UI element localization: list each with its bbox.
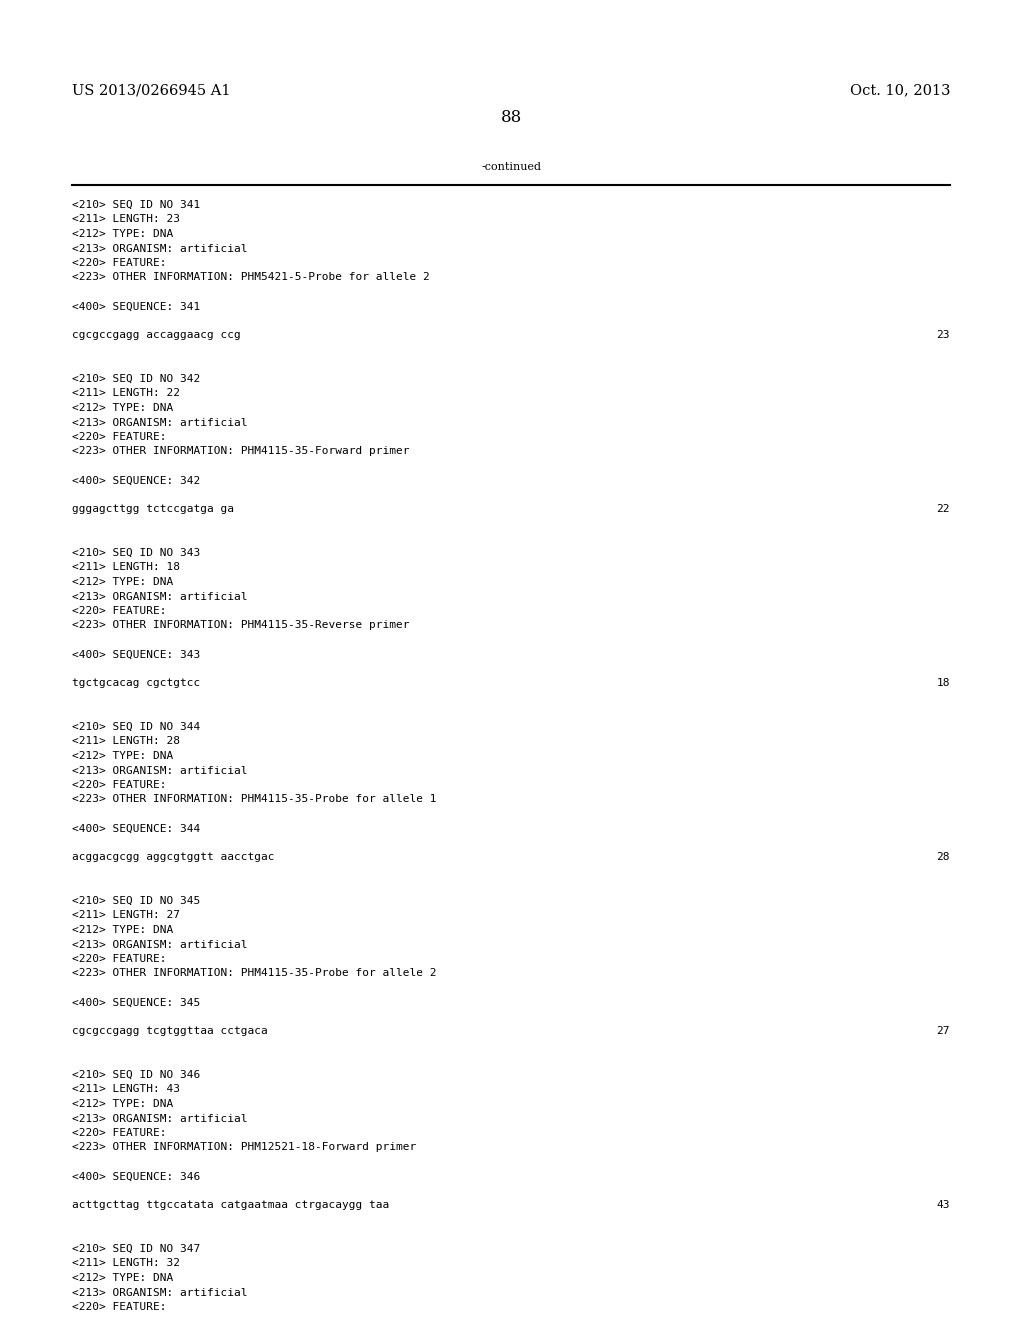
Text: <210> SEQ ID NO 345: <210> SEQ ID NO 345: [72, 896, 201, 906]
Text: <212> TYPE: DNA: <212> TYPE: DNA: [72, 751, 173, 762]
Text: <212> TYPE: DNA: <212> TYPE: DNA: [72, 1100, 173, 1109]
Text: tgctgcacag cgctgtcc: tgctgcacag cgctgtcc: [72, 678, 201, 689]
Text: <211> LENGTH: 28: <211> LENGTH: 28: [72, 737, 180, 747]
Text: <223> OTHER INFORMATION: PHM4115-35-Probe for allele 2: <223> OTHER INFORMATION: PHM4115-35-Prob…: [72, 969, 436, 978]
Text: <220> FEATURE:: <220> FEATURE:: [72, 432, 167, 442]
Text: acggacgcgg aggcgtggtt aacctgac: acggacgcgg aggcgtggtt aacctgac: [72, 853, 274, 862]
Text: 23: 23: [937, 330, 950, 341]
Text: 22: 22: [937, 504, 950, 515]
Text: <400> SEQUENCE: 341: <400> SEQUENCE: 341: [72, 301, 201, 312]
Text: <220> FEATURE:: <220> FEATURE:: [72, 1302, 167, 1312]
Text: <211> LENGTH: 22: <211> LENGTH: 22: [72, 388, 180, 399]
Text: <223> OTHER INFORMATION: PHM12521-18-Forward primer: <223> OTHER INFORMATION: PHM12521-18-For…: [72, 1143, 416, 1152]
Text: <400> SEQUENCE: 342: <400> SEQUENCE: 342: [72, 475, 201, 486]
Text: <213> ORGANISM: artificial: <213> ORGANISM: artificial: [72, 1287, 248, 1298]
Text: <223> OTHER INFORMATION: PHM4115-35-Forward primer: <223> OTHER INFORMATION: PHM4115-35-Forw…: [72, 446, 410, 457]
Text: -continued: -continued: [482, 162, 542, 172]
Text: <223> OTHER INFORMATION: PHM4115-35-Reverse primer: <223> OTHER INFORMATION: PHM4115-35-Reve…: [72, 620, 410, 631]
Text: <213> ORGANISM: artificial: <213> ORGANISM: artificial: [72, 591, 248, 602]
Text: 43: 43: [937, 1200, 950, 1210]
Text: Oct. 10, 2013: Oct. 10, 2013: [850, 83, 950, 96]
Text: <211> LENGTH: 27: <211> LENGTH: 27: [72, 911, 180, 920]
Text: cgcgccgagg tcgtggttaa cctgaca: cgcgccgagg tcgtggttaa cctgaca: [72, 1027, 267, 1036]
Text: cgcgccgagg accaggaacg ccg: cgcgccgagg accaggaacg ccg: [72, 330, 241, 341]
Text: <212> TYPE: DNA: <212> TYPE: DNA: [72, 925, 173, 935]
Text: <223> OTHER INFORMATION: PHM5421-5-Probe for allele 2: <223> OTHER INFORMATION: PHM5421-5-Probe…: [72, 272, 430, 282]
Text: <210> SEQ ID NO 343: <210> SEQ ID NO 343: [72, 548, 201, 558]
Text: <213> ORGANISM: artificial: <213> ORGANISM: artificial: [72, 766, 248, 776]
Text: <400> SEQUENCE: 345: <400> SEQUENCE: 345: [72, 998, 201, 1007]
Text: acttgcttag ttgccatata catgaatmaa ctrgacaygg taa: acttgcttag ttgccatata catgaatmaa ctrgaca…: [72, 1200, 389, 1210]
Text: <211> LENGTH: 43: <211> LENGTH: 43: [72, 1085, 180, 1094]
Text: 28: 28: [937, 853, 950, 862]
Text: <400> SEQUENCE: 343: <400> SEQUENCE: 343: [72, 649, 201, 660]
Text: <210> SEQ ID NO 347: <210> SEQ ID NO 347: [72, 1243, 201, 1254]
Text: <220> FEATURE:: <220> FEATURE:: [72, 606, 167, 616]
Text: <210> SEQ ID NO 344: <210> SEQ ID NO 344: [72, 722, 201, 733]
Text: <400> SEQUENCE: 346: <400> SEQUENCE: 346: [72, 1172, 201, 1181]
Text: US 2013/0266945 A1: US 2013/0266945 A1: [72, 83, 230, 96]
Text: 18: 18: [937, 678, 950, 689]
Text: <220> FEATURE:: <220> FEATURE:: [72, 1129, 167, 1138]
Text: <220> FEATURE:: <220> FEATURE:: [72, 954, 167, 964]
Text: <213> ORGANISM: artificial: <213> ORGANISM: artificial: [72, 417, 248, 428]
Text: <212> TYPE: DNA: <212> TYPE: DNA: [72, 577, 173, 587]
Text: <223> OTHER INFORMATION: PHM4115-35-Probe for allele 1: <223> OTHER INFORMATION: PHM4115-35-Prob…: [72, 795, 436, 804]
Text: 88: 88: [502, 110, 522, 127]
Text: 27: 27: [937, 1027, 950, 1036]
Text: <210> SEQ ID NO 341: <210> SEQ ID NO 341: [72, 201, 201, 210]
Text: <211> LENGTH: 18: <211> LENGTH: 18: [72, 562, 180, 573]
Text: <212> TYPE: DNA: <212> TYPE: DNA: [72, 228, 173, 239]
Text: <211> LENGTH: 23: <211> LENGTH: 23: [72, 214, 180, 224]
Text: gggagcttgg tctccgatga ga: gggagcttgg tctccgatga ga: [72, 504, 234, 515]
Text: <220> FEATURE:: <220> FEATURE:: [72, 257, 167, 268]
Text: <213> ORGANISM: artificial: <213> ORGANISM: artificial: [72, 243, 248, 253]
Text: <210> SEQ ID NO 342: <210> SEQ ID NO 342: [72, 374, 201, 384]
Text: <213> ORGANISM: artificial: <213> ORGANISM: artificial: [72, 940, 248, 949]
Text: <210> SEQ ID NO 346: <210> SEQ ID NO 346: [72, 1071, 201, 1080]
Text: <212> TYPE: DNA: <212> TYPE: DNA: [72, 1272, 173, 1283]
Text: <213> ORGANISM: artificial: <213> ORGANISM: artificial: [72, 1114, 248, 1123]
Text: <400> SEQUENCE: 344: <400> SEQUENCE: 344: [72, 824, 201, 833]
Text: <220> FEATURE:: <220> FEATURE:: [72, 780, 167, 789]
Text: <212> TYPE: DNA: <212> TYPE: DNA: [72, 403, 173, 413]
Text: <211> LENGTH: 32: <211> LENGTH: 32: [72, 1258, 180, 1269]
